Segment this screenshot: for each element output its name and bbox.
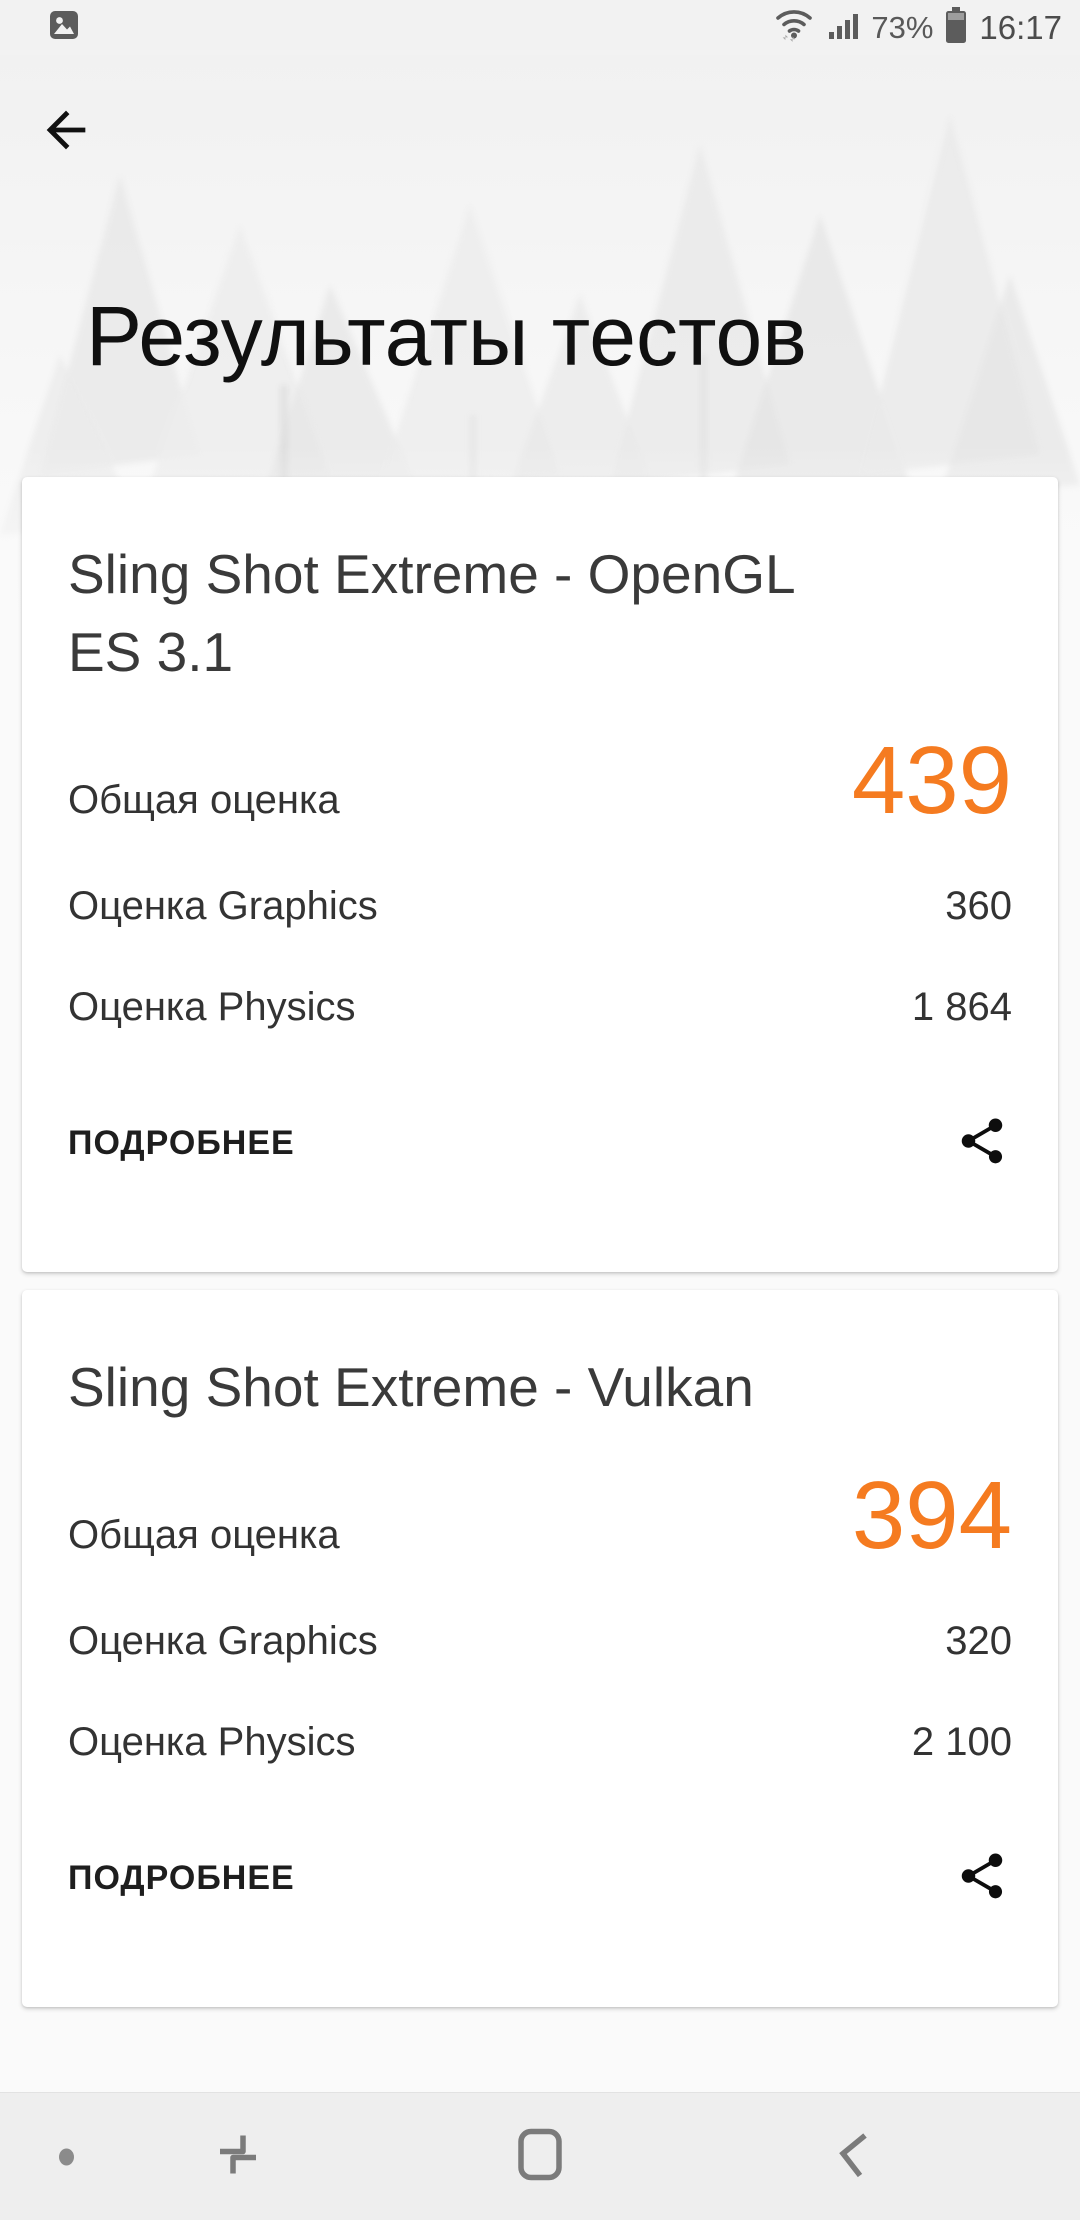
benchmark-title: Sling Shot Extreme - OpenGL ES 3.1 — [68, 543, 794, 683]
nav-back-button[interactable] — [830, 2127, 880, 2186]
benchmark-title: Sling Shot Extreme - Vulkan — [68, 1356, 754, 1418]
overall-score-label: Общая оценка — [68, 778, 340, 822]
physics-score-row: Оценка Physics 1 864 — [68, 985, 1012, 1030]
overall-score-label: Общая оценка — [68, 1513, 340, 1557]
home-icon — [514, 2128, 566, 2187]
share-icon — [955, 1849, 1009, 1908]
back-chevron-icon — [830, 2132, 880, 2185]
battery-percent-text: 73% — [871, 9, 934, 45]
navigation-bar — [0, 2092, 1080, 2220]
result-card-opengl: Sling Shot Extreme - OpenGL ES 3.1 Общая… — [22, 477, 1058, 1272]
share-icon — [955, 1114, 1009, 1173]
graphics-score-row: Оценка Graphics 360 — [68, 884, 1012, 929]
back-button[interactable] — [34, 100, 98, 164]
physics-score-value: 1 864 — [911, 984, 1012, 1029]
share-button[interactable] — [952, 1849, 1012, 1909]
edge-handle-dot-icon — [59, 2148, 74, 2165]
graphics-score-label: Оценка Graphics — [68, 883, 378, 928]
graphics-score-label: Оценка Graphics — [68, 1618, 378, 1663]
overall-score-value: 439 — [851, 727, 1012, 834]
wifi-icon — [771, 5, 817, 50]
clock-text: 16:17 — [979, 8, 1062, 46]
arrow-left-icon — [37, 101, 95, 164]
physics-score-value: 2 100 — [911, 1719, 1012, 1764]
gallery-notification-icon — [46, 7, 82, 48]
battery-icon — [943, 5, 969, 50]
details-button[interactable]: ПОДРОБНЕЕ — [68, 1124, 295, 1163]
graphics-score-value: 320 — [945, 1618, 1012, 1663]
status-bar: 73% 16:17 — [0, 0, 1080, 55]
physics-score-row: Оценка Physics 2 100 — [68, 1720, 1012, 1765]
page-title: Результаты тестов — [86, 289, 807, 383]
graphics-score-row: Оценка Graphics 320 — [68, 1619, 1012, 1664]
share-button[interactable] — [952, 1114, 1012, 1174]
signal-strength-icon — [827, 8, 861, 47]
overall-score-row: Общая оценка 394 — [68, 1462, 1012, 1569]
card-footer: ПОДРОБНЕЕ — [68, 1849, 1012, 1909]
graphics-score-value: 360 — [945, 883, 1012, 928]
result-card-vulkan: Sling Shot Extreme - Vulkan Общая оценка… — [22, 1290, 1058, 2007]
physics-score-label: Оценка Physics — [68, 1719, 356, 1764]
nav-recents-button[interactable] — [212, 2128, 264, 2185]
recent-apps-icon — [212, 2135, 264, 2184]
details-button[interactable]: ПОДРОБНЕЕ — [68, 1859, 295, 1898]
overall-score-row: Общая оценка 439 — [68, 727, 1012, 834]
card-footer: ПОДРОБНЕЕ — [68, 1114, 1012, 1174]
physics-score-label: Оценка Physics — [68, 984, 356, 1029]
nav-home-button[interactable] — [514, 2125, 566, 2188]
overall-score-value: 394 — [851, 1462, 1012, 1569]
